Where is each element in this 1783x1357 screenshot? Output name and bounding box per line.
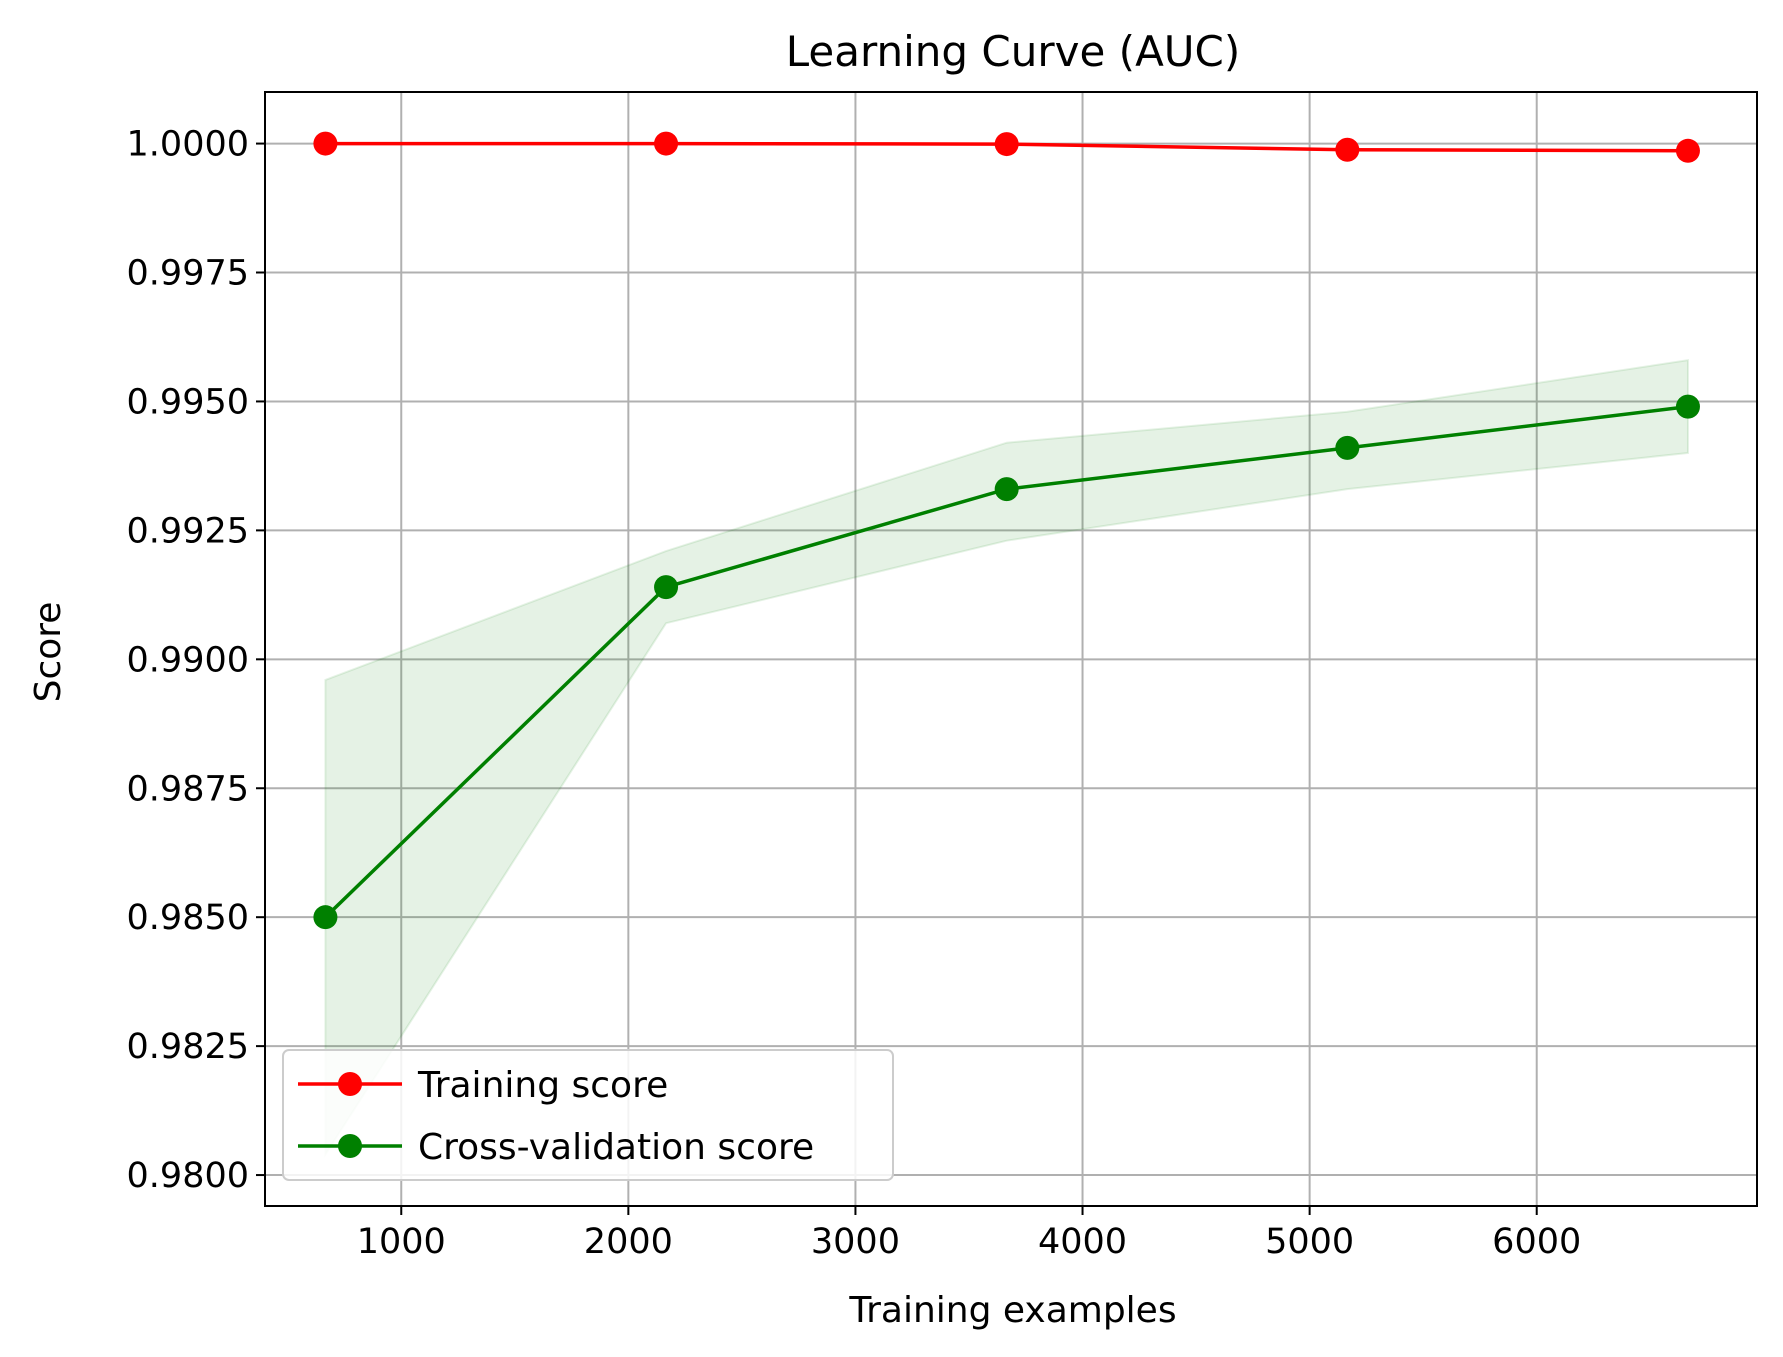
y-tick-label: 0.9850 bbox=[127, 898, 249, 938]
legend-box bbox=[282, 1049, 894, 1181]
y-tick-label: 0.9875 bbox=[127, 769, 249, 809]
x-tick-label: 2000 bbox=[584, 1222, 673, 1262]
y-tick-label: 0.9950 bbox=[127, 382, 249, 422]
y-tick-label: 1.0000 bbox=[127, 125, 249, 165]
x-tick-label: 3000 bbox=[811, 1222, 900, 1262]
x-axis-label: Training examples bbox=[848, 1290, 1176, 1331]
plot-frame bbox=[264, 91, 1758, 1207]
point-cv bbox=[1675, 394, 1700, 419]
y-axis-label: Score bbox=[28, 602, 69, 703]
y-tick-label: 0.9900 bbox=[127, 640, 249, 680]
point-cv bbox=[1335, 435, 1360, 460]
x-tick-label: 6000 bbox=[1492, 1222, 1581, 1262]
series-markers bbox=[313, 131, 1700, 930]
point-cv bbox=[994, 477, 1019, 502]
axis-ticks: 1000 2000 3000 4000 5000 6000 0.9800 0.9825 0.98… bbox=[127, 125, 1582, 1262]
chart-title: Learning Curve (AUC) bbox=[786, 27, 1241, 76]
y-tick-label: 0.9975 bbox=[127, 254, 249, 294]
y-tick-label: 0.9925 bbox=[127, 511, 249, 551]
point-training bbox=[654, 131, 679, 156]
legend-label-cv: Cross-validation score bbox=[418, 1127, 814, 1168]
legend-marker-cv bbox=[338, 1134, 362, 1158]
point-training bbox=[313, 131, 338, 156]
point-cv bbox=[654, 575, 679, 600]
y-tick-label: 0.9800 bbox=[127, 1156, 249, 1196]
point-cv bbox=[313, 905, 338, 930]
legend: Training score Cross-validation score bbox=[282, 1049, 894, 1181]
point-training bbox=[994, 132, 1019, 157]
band-cv bbox=[324, 359, 1689, 1158]
legend-marker-training bbox=[338, 1072, 362, 1096]
legend-label-training: Training score bbox=[417, 1065, 668, 1106]
x-tick-label: 4000 bbox=[1038, 1222, 1127, 1262]
point-training bbox=[1335, 137, 1360, 162]
y-tick-label: 0.9825 bbox=[127, 1027, 249, 1067]
x-tick-label: 1000 bbox=[357, 1222, 446, 1262]
x-tick-label: 5000 bbox=[1265, 1222, 1354, 1262]
point-training bbox=[1675, 138, 1700, 163]
